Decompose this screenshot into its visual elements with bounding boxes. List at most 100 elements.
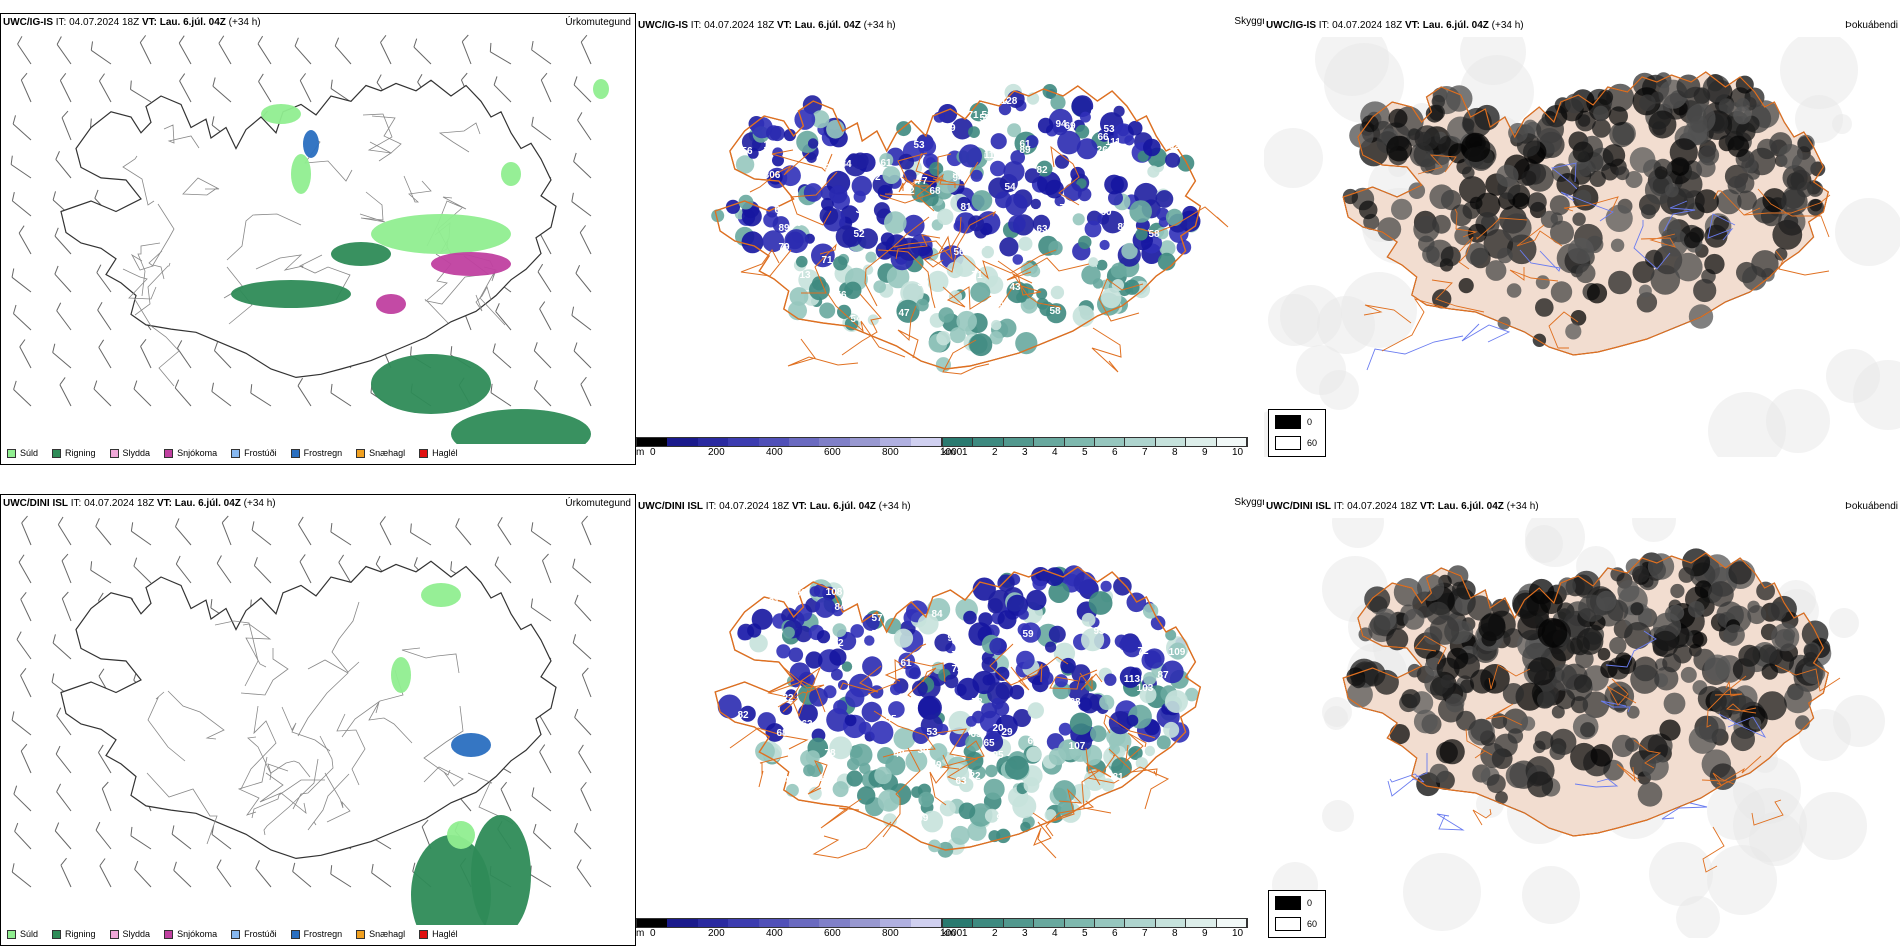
colorbar-segment: [880, 438, 911, 446]
cloud-cell: [1050, 94, 1066, 111]
cloud-cell: [1090, 725, 1107, 742]
cloud-cell: [1101, 210, 1124, 234]
cloud-cell: [772, 216, 790, 233]
cloud-cell: [1097, 129, 1111, 142]
river-line: [423, 766, 464, 787]
cloud-cell: [1009, 684, 1025, 700]
precip-area: [447, 821, 475, 849]
road-line: [1006, 257, 1090, 281]
cloud-cell: [1026, 746, 1042, 763]
fog-cell: [1391, 198, 1413, 220]
cloud-base-label: 113: [1124, 674, 1141, 685]
cloud-base-label: 84: [840, 159, 852, 170]
road-line: [1661, 802, 1708, 820]
precip-legend: Súld Rigning Slydda Snjókoma Frostúði Frostre…: [7, 929, 472, 939]
cloud-cell: [1018, 609, 1029, 620]
colorbar-segment: [849, 438, 881, 446]
precip-area: [431, 252, 511, 276]
wind-barb: [571, 192, 592, 217]
cloud-cell: [1075, 733, 1093, 751]
cloud-cell: [969, 333, 993, 357]
fog-haze: [1268, 294, 1320, 346]
wind-barb: [96, 264, 112, 293]
fog-cell: [1678, 567, 1695, 583]
cloud-cell: [873, 202, 890, 219]
visibility-unit: km: [942, 928, 956, 939]
colorbar-segment: [1034, 919, 1065, 927]
cloud-base-label: 93: [996, 813, 1008, 824]
panel-corner-label: Úrkomutegund: [565, 498, 631, 509]
cloud-cell: [1135, 757, 1148, 770]
legend-label: Frostúði: [244, 448, 277, 458]
colorbar-tick: 4: [1052, 447, 1058, 458]
wind-barb: [574, 594, 592, 622]
cloud-cell: [937, 208, 954, 225]
legend-label: Frostúði: [244, 929, 277, 939]
cloud-cell: [1165, 690, 1188, 713]
cloud-cell: [1110, 262, 1127, 279]
wind-barb: [176, 340, 192, 369]
fog-haze: [1835, 198, 1900, 266]
cloud-base-label: 102: [870, 646, 887, 657]
cloud-base-label: 79: [929, 763, 941, 774]
wind-barb: [578, 744, 592, 774]
road-line: [1049, 669, 1098, 690]
fog-cell: [1606, 83, 1635, 112]
cloud-base-label: 58: [981, 110, 993, 121]
cloud-base-unit: m: [636, 447, 645, 458]
colorbar-tick: 6: [1112, 447, 1118, 458]
cloud-base-label: 47: [898, 308, 910, 319]
cloud-base-label: 55: [816, 230, 828, 241]
river-line: [401, 647, 460, 674]
wind-barb: [133, 380, 152, 407]
precip-area: [593, 79, 609, 99]
cloud-base-label: 52: [903, 186, 915, 197]
fog-cell: [1469, 196, 1483, 210]
fog-cell: [1470, 718, 1493, 742]
road-line: [1548, 311, 1579, 349]
wind-barb: [174, 379, 192, 407]
cloud-cell: [990, 133, 1007, 150]
fog-cell: [1778, 144, 1803, 169]
road-line: [1045, 800, 1095, 837]
cloud-cell: [1052, 681, 1071, 700]
road-line: [929, 210, 997, 273]
cloud-cell: [766, 125, 782, 141]
road-line: [873, 710, 936, 758]
precip-area: [451, 733, 491, 757]
cloud-cell: [1036, 288, 1048, 300]
fog-haze: [1324, 706, 1348, 730]
wind-barb: [537, 263, 552, 293]
road-line: [1417, 154, 1457, 175]
legend-item: Súld: [7, 929, 38, 939]
road-line: [1714, 680, 1743, 697]
cloud-cell: [963, 610, 977, 625]
cloud-cell: [953, 220, 965, 232]
panel-title: UWC/DINI ISL IT: 04.07.2024 18Z VT: Lau.…: [638, 501, 911, 512]
wind-barb: [60, 857, 72, 888]
cloud-cell: [1081, 628, 1105, 652]
wind-barb: [493, 76, 512, 103]
cloud-base-label: 109: [1169, 647, 1186, 658]
river-line: [152, 203, 175, 280]
colorbar-segment: [880, 919, 911, 927]
coast-road: [1342, 552, 1829, 837]
cloud-cell: [1096, 259, 1108, 271]
road-line: [1707, 213, 1736, 241]
precip-area: [261, 104, 301, 124]
fog-cell: [1730, 726, 1755, 752]
cloud-base-label: 81: [1112, 772, 1124, 783]
legend-swatch: [109, 929, 119, 939]
river-line: [122, 155, 155, 206]
colorbar-tick: 7: [1142, 928, 1148, 939]
road-line: [740, 249, 792, 277]
cloud-cell: [877, 747, 895, 764]
fog-cell: [1361, 115, 1379, 133]
river-line: [255, 254, 304, 271]
cloud-base-label: 94: [1055, 119, 1067, 130]
cloud-cell: [987, 598, 1003, 614]
legend-label: Frostregn: [303, 929, 343, 939]
cloud-base-label: 59: [1102, 160, 1114, 171]
colorbar-tick: 6: [1112, 928, 1118, 939]
road-line: [801, 243, 837, 294]
